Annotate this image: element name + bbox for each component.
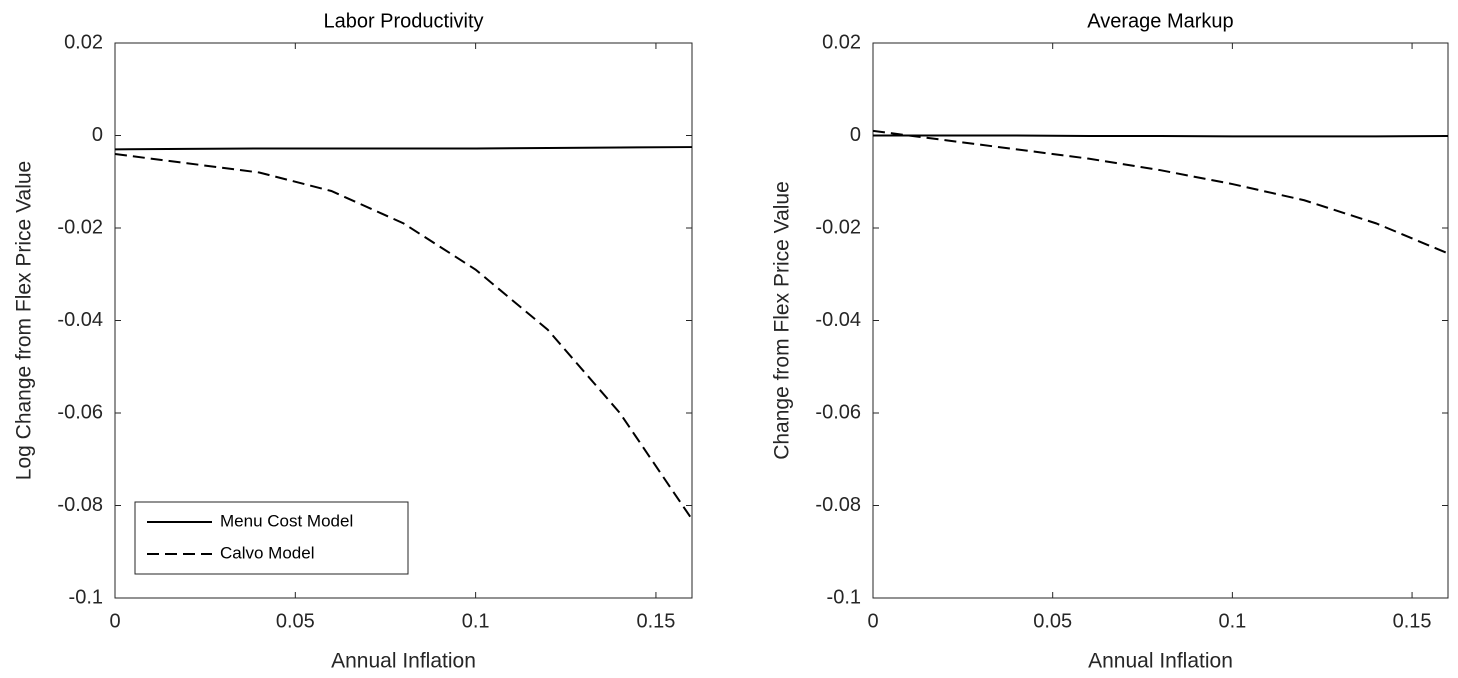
y-axis-label: Log Change from Flex Price Value [13, 161, 36, 480]
y-tick-label: -0.04 [815, 309, 861, 331]
data-line [114, 153, 693, 520]
legend: Menu Cost Model Calvo Model [134, 501, 409, 575]
y-tick-label: -0.02 [57, 216, 103, 238]
y-tick-label: -0.1 [827, 586, 861, 608]
chart-title: Average Markup [1087, 10, 1233, 32]
data-line [114, 146, 693, 151]
y-axis-label: Change from Flex Price Value [771, 181, 794, 460]
x-axis-label: Annual Inflation [331, 650, 476, 673]
y-tick-label: -0.02 [815, 216, 861, 238]
y-tick-label: 0 [92, 124, 103, 146]
x-tick-label: 0.15 [1393, 610, 1432, 632]
legend-label: Menu Cost Model [220, 511, 353, 530]
x-tick-label: 0.05 [1033, 610, 1072, 632]
y-tick-label: -0.04 [57, 309, 103, 331]
x-tick-label: 0.15 [636, 610, 675, 632]
chart-title: Labor Productivity [323, 10, 483, 32]
y-tick-label: -0.06 [57, 401, 103, 423]
x-tick-label: 0 [867, 610, 878, 632]
y-tick-label: -0.08 [57, 494, 103, 516]
x-tick-label: 0.1 [462, 610, 490, 632]
y-tick-label: 0.02 [822, 31, 861, 53]
y-tick-label: 0 [850, 124, 861, 146]
x-tick-label: 0.1 [1218, 610, 1246, 632]
y-tick-label: -0.06 [815, 401, 861, 423]
y-tick-label: 0.02 [64, 31, 103, 53]
y-tick-label: -0.1 [69, 586, 103, 608]
x-tick-label: 0.05 [276, 610, 315, 632]
y-tick-label: -0.08 [815, 494, 861, 516]
data-line [872, 129, 1449, 255]
legend-box [134, 501, 409, 575]
data-line [873, 134, 1449, 138]
x-tick-label: 0 [109, 610, 120, 632]
axes-box [114, 42, 693, 599]
legend-label: Calvo Model [220, 543, 315, 562]
axes-box [872, 42, 1449, 599]
x-axis-label: Annual Inflation [1088, 650, 1233, 673]
